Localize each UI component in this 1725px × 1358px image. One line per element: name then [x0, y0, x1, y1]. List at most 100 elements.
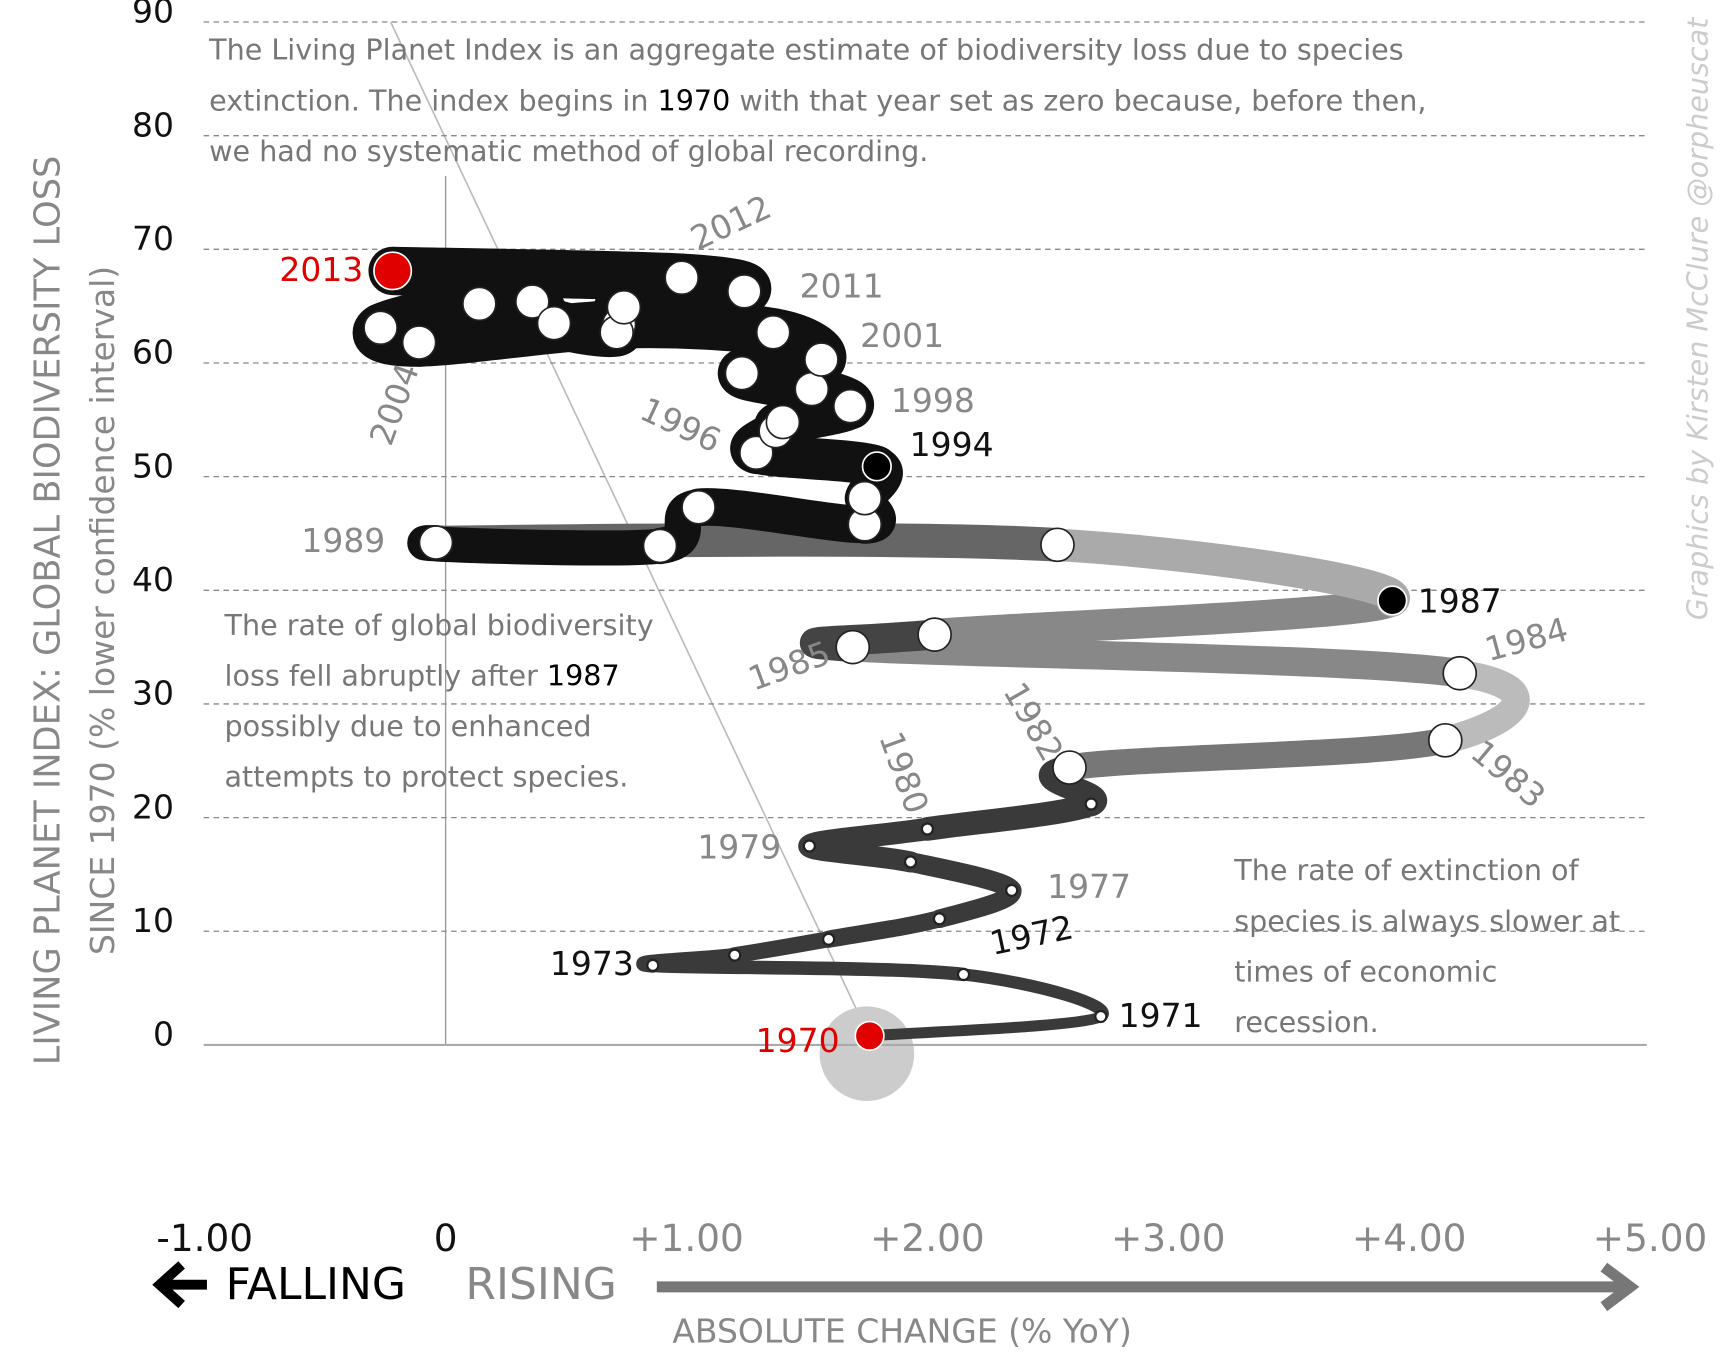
data-point	[373, 251, 413, 291]
year-label: 1987	[1418, 581, 1502, 620]
year-label: 1983	[1464, 732, 1553, 816]
data-point	[727, 274, 762, 309]
data-point	[1377, 585, 1408, 616]
year-label: 1971	[1119, 996, 1203, 1035]
ribbon-segment	[930, 881, 1022, 929]
data-point	[854, 1020, 885, 1051]
annotation-line: The rate of extinction of	[1233, 853, 1579, 887]
year-label: 1985	[743, 633, 835, 698]
ribbon-segment	[1041, 528, 1411, 617]
ribbon-segment	[838, 632, 1475, 688]
ribbon-segment	[1431, 659, 1530, 755]
annotation-line: The rate of global biodiversity	[224, 608, 654, 642]
data-point	[861, 451, 892, 482]
data-point	[646, 958, 660, 972]
y-tick-label: 40	[132, 560, 174, 599]
y-tick-label: 50	[132, 446, 174, 485]
y-tick-label: 30	[132, 674, 174, 713]
annotation-line: extinction. The index begins in 1970 wit…	[209, 83, 1426, 117]
data-point	[1427, 722, 1463, 758]
annotation-text: 1970	[658, 83, 731, 117]
annotation-line: recession.	[1234, 1005, 1378, 1039]
falling-arrow	[152, 1261, 207, 1309]
data-point	[642, 528, 678, 564]
data-point	[418, 525, 454, 560]
credit: Graphics by Kirsten McClure @orpheuscat	[1681, 16, 1715, 620]
annotation-text: recession.	[1234, 1005, 1378, 1039]
data-point	[847, 480, 883, 516]
x-tick-label: 0	[434, 1216, 458, 1260]
x-tick-label: +3.00	[1111, 1216, 1226, 1260]
annotation-line: loss fell abruptly after 1987	[225, 659, 620, 693]
rising-arrow	[656, 1262, 1640, 1312]
y-title: LIVING PLANET INDEX: GLOBAL BIODIVERSITY…	[28, 156, 69, 1066]
year-label: 2013	[279, 250, 363, 289]
data-point	[1005, 883, 1019, 897]
data-point	[917, 617, 952, 652]
annotation-text: with that year set as zero because, befo…	[730, 83, 1426, 117]
year-label: 2004	[362, 358, 427, 450]
ribbon-segment	[798, 817, 939, 858]
ribbon-segment	[1056, 727, 1459, 781]
annotation-line: times of economic	[1234, 954, 1497, 988]
annotation-line: we had no systematic method of global re…	[209, 134, 928, 168]
x-tick-label: +5.00	[1593, 1216, 1708, 1260]
annotation-line: attempts to protect species.	[225, 760, 629, 794]
data-point	[664, 260, 700, 296]
annotation-text: species is always slower at	[1234, 904, 1620, 938]
y-tick-label: 60	[132, 333, 174, 372]
annotation-text: 1987	[547, 659, 620, 693]
year-label: 1980	[871, 726, 936, 818]
ribbon-segment	[726, 931, 837, 964]
data-point	[1040, 527, 1075, 563]
x-tick-label: +4.00	[1352, 1216, 1467, 1260]
y-tick-label: 10	[132, 901, 174, 940]
year-label: 1982	[996, 676, 1072, 768]
ribbon-segment	[679, 488, 884, 544]
ribbon-segment	[368, 246, 706, 302]
data-point	[724, 355, 760, 391]
data-point	[903, 855, 918, 869]
y-tick-label: 90	[132, 0, 174, 31]
data-point	[794, 371, 830, 407]
year-label: 1972	[986, 907, 1076, 963]
data-point	[462, 286, 497, 322]
ribbon-segment	[646, 958, 971, 982]
data-point	[765, 404, 801, 440]
ribbon-segment	[957, 968, 1109, 1023]
year-label: 1994	[910, 425, 994, 464]
data-point	[1052, 750, 1087, 785]
year-label: 1977	[1047, 867, 1131, 906]
data-point	[920, 822, 934, 836]
year-label: 2012	[684, 187, 777, 258]
data-point	[1442, 655, 1478, 691]
y-title: SINCE 1970 (% lower confidence interval)	[83, 266, 122, 955]
year-label: 2011	[800, 267, 884, 306]
ribbon-segment	[407, 525, 678, 566]
year-label: 1996	[634, 390, 727, 461]
data-point	[363, 310, 398, 346]
data-point	[728, 948, 742, 962]
x-tick-label: -1.00	[156, 1216, 253, 1260]
year-label: 1989	[301, 521, 385, 560]
annotation-text: we had no systematic method of global re…	[209, 134, 928, 168]
annotation-line: possibly due to enhanced	[225, 709, 592, 743]
year-label: 1979	[697, 828, 781, 867]
data-point	[606, 289, 642, 325]
x-tick-label: +2.00	[870, 1216, 985, 1260]
ribbon-segment	[819, 910, 949, 948]
ribbon-segment	[636, 947, 743, 973]
y-tick-label: 0	[153, 1015, 174, 1054]
data-point	[835, 629, 871, 665]
ribbon-segment	[915, 792, 1104, 841]
ribbon-segment	[864, 1011, 1107, 1042]
data-point	[681, 489, 716, 525]
annotation-text: The Living Planet Index is an aggregate …	[208, 33, 1403, 67]
data-point	[804, 342, 839, 377]
data-point	[515, 284, 550, 319]
annotation-line: species is always slower at	[1234, 904, 1620, 938]
annotation-text: possibly due to enhanced	[225, 709, 592, 743]
y-tick-label: 70	[132, 219, 174, 258]
annotation-line: The Living Planet Index is an aggregate …	[208, 33, 1403, 67]
